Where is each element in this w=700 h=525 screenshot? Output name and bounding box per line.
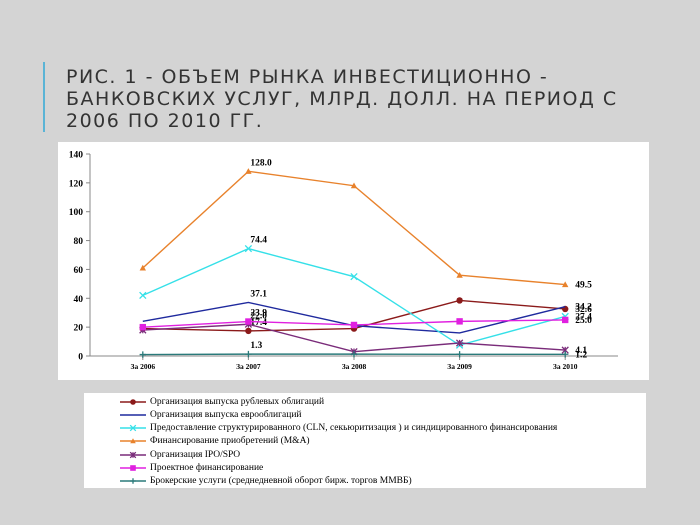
y-tick-label: 60 [74, 266, 84, 276]
series-2-point [139, 291, 147, 300]
y-tick-label: 20 [74, 324, 84, 334]
series-5-point [456, 318, 463, 325]
legend-swatch [120, 451, 146, 458]
legend-swatch-marker [130, 465, 136, 471]
data-label: 49.5 [575, 281, 592, 291]
data-label: 17.4 [250, 318, 267, 328]
series-6-point [562, 351, 569, 358]
series-3-point [456, 272, 463, 278]
legend-item: Брокерские услуги (среднедневной оборот … [84, 475, 412, 488]
data-label: 34.2 [575, 303, 592, 313]
series-2-point [350, 272, 358, 281]
y-tick-label: 40 [74, 295, 84, 305]
legend-swatch-marker [130, 438, 136, 444]
x-tick-label: За 2009 [447, 362, 472, 371]
legend-item: Финансирование приобретений (M&A) [84, 435, 310, 448]
data-label: 37.1 [250, 289, 267, 299]
x-tick-label: За 2008 [342, 362, 367, 371]
series-0-point [245, 327, 252, 335]
x-tick-label: За 2006 [131, 362, 156, 371]
legend-item: Проектное финансирование [84, 462, 263, 475]
series-6-point [139, 351, 146, 358]
series-5-point [350, 321, 358, 329]
legend-item: Предоставление структурированного (CLN, … [84, 422, 557, 435]
x-tick-label: За 2010 [553, 362, 578, 371]
legend-item: Организация IPO/SPO [84, 448, 240, 461]
y-tick-label: 0 [78, 353, 83, 363]
legend-label: Проектное финансирование [150, 463, 264, 473]
legend-label: Брокерские услуги (среднедневной оборот … [150, 476, 412, 487]
series-5-point [562, 316, 569, 324]
series-6-point [245, 350, 252, 358]
legend-swatch [120, 398, 146, 405]
data-label: 22.0 [250, 311, 267, 321]
title-accent-bar [43, 62, 45, 132]
legend-item: Организация выпуска рублевых облигаций [84, 395, 324, 408]
series-5-point [139, 323, 146, 331]
data-label: 1.3 [250, 341, 262, 351]
series-0-point [456, 297, 463, 304]
series-4-point [455, 339, 464, 347]
legend-swatch [120, 414, 146, 416]
legend-swatch [120, 424, 146, 432]
series-3-point [350, 182, 358, 189]
series-6-point [350, 350, 358, 358]
data-label: 27.4 [575, 312, 592, 322]
legend-label: Организация выпуска еврооблигаций [150, 409, 302, 420]
series-2-point [244, 244, 253, 253]
data-label: 23.9 [250, 309, 267, 319]
x-tick-label: За 2007 [236, 362, 261, 371]
series-5-point [245, 318, 252, 325]
data-label: 74.4 [250, 236, 267, 246]
data-label: 1.2 [575, 350, 587, 360]
chart-panel: 0 20 40 60 80 100 120 140 За 2006 За 2007 За 2008 З… [58, 142, 649, 380]
legend-label: Предоставление структурированного (CLN, … [150, 423, 558, 434]
data-label: 128.0 [250, 158, 272, 168]
y-tick-label: 80 [74, 237, 84, 247]
data-label: 32.6 [575, 305, 592, 315]
legend-swatch-marker [130, 398, 136, 405]
legend-label: Организация IPO/SPO [150, 449, 241, 460]
data-label: 4.1 [575, 346, 587, 356]
legend-swatch-marker [129, 451, 137, 458]
legend-swatch [120, 478, 146, 485]
line-chart: 0 20 40 60 80 100 120 140 За 2006 За 2007 За 2008 З… [69, 151, 618, 371]
legend-label: Финансирование приобретений (M&A) [150, 436, 310, 447]
y-tick-label: 120 [69, 179, 84, 189]
series-3-point [245, 168, 252, 174]
legend-label: Организация выпуска рублевых облигаций [150, 396, 325, 407]
series-3-point [139, 264, 146, 271]
y-tick-label: 100 [69, 208, 84, 218]
series-6-point [456, 351, 463, 358]
legend-swatch [120, 438, 146, 444]
series-3-point [562, 281, 569, 288]
legend-swatch-marker [129, 424, 137, 432]
data-label: 25.0 [575, 316, 592, 326]
legend-item: Организация выпуска еврооблигаций [84, 408, 302, 421]
legend-swatch [120, 465, 146, 471]
chart-legend: Организация выпуска рублевых облигаций Ор… [84, 393, 646, 488]
legend-swatch-marker [130, 478, 136, 485]
y-tick-label: 140 [69, 151, 84, 161]
slide-title: Рис. 1 - Объем рынка инвестиционно - бан… [66, 66, 618, 132]
